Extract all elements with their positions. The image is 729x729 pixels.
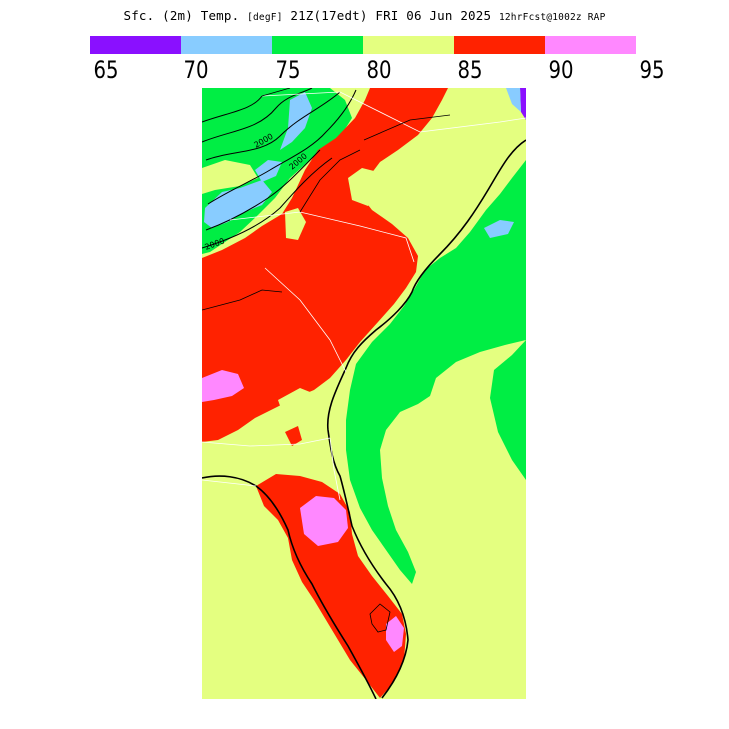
legend-tick-85: 85 bbox=[457, 56, 483, 84]
legend-swatch-75-80 bbox=[272, 36, 363, 54]
title-main: Sfc. (2m) Temp. bbox=[123, 8, 240, 23]
county-lines bbox=[202, 88, 451, 633]
zone-80-85-notch-c bbox=[278, 388, 320, 430]
zone-80-85-notch-b bbox=[285, 208, 306, 240]
zone-85-90-north bbox=[202, 88, 448, 442]
legend-tick-95: 95 bbox=[639, 56, 665, 84]
zone-70-75-east bbox=[484, 220, 514, 238]
elevation-contours bbox=[202, 88, 357, 249]
zone-90-95-florida-b bbox=[386, 616, 404, 652]
zone-65-70-ne bbox=[520, 88, 526, 120]
legend-swatch-70-75 bbox=[181, 36, 272, 54]
legend-tick-65: 65 bbox=[93, 56, 119, 84]
title-valid-time: 21Z(17edt) FRI 06 Jun 2025 bbox=[290, 8, 492, 23]
color-legend bbox=[90, 36, 636, 54]
zone-85-90-florida bbox=[256, 474, 406, 698]
legend-tick-70: 70 bbox=[183, 56, 209, 84]
legend-tick-75: 75 bbox=[275, 56, 301, 84]
legend-swatch-80-85 bbox=[363, 36, 454, 54]
zone-90-95-west bbox=[202, 370, 244, 402]
zone-80-85-notch-a bbox=[348, 168, 380, 206]
legend-swatch-90-95 bbox=[545, 36, 636, 54]
state-borders bbox=[202, 91, 526, 501]
legend-tick-80: 80 bbox=[366, 56, 392, 84]
zone-70-75-nw-a bbox=[280, 92, 312, 150]
zone-70-75-ne bbox=[506, 88, 521, 112]
zone-75-80-east bbox=[346, 160, 526, 584]
coastline bbox=[202, 139, 526, 699]
legend-swatch-85-90 bbox=[454, 36, 545, 54]
title-units: [degF] bbox=[247, 12, 283, 23]
legend-tick-labels: 65 70 75 80 85 90 95 bbox=[0, 56, 729, 90]
title-forecast: 12hrFcst@1002z RAP bbox=[498, 12, 606, 23]
zone-80-85-nw bbox=[202, 160, 258, 194]
zone-85-90-spot bbox=[285, 426, 302, 446]
legend-tick-90: 90 bbox=[548, 56, 574, 84]
map-title: Sfc. (2m) Temp. [degF] 21Z(17edt) FRI 06… bbox=[0, 8, 729, 23]
zone-70-75-nw-b bbox=[204, 180, 272, 228]
zone-90-95-florida-a bbox=[300, 496, 348, 546]
legend-swatch-65-70 bbox=[90, 36, 181, 54]
